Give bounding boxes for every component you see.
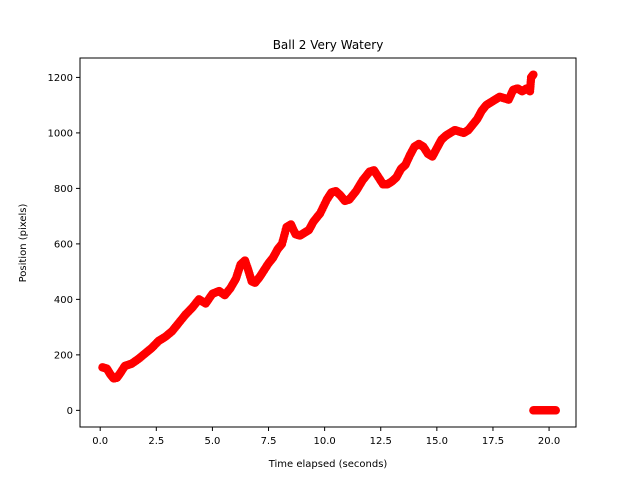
- y-axis: 0 200 400 600 800 1000 1200: [48, 73, 80, 417]
- y-axis-label: Position (pixels): [18, 204, 29, 283]
- x-tick-label: 2.5: [148, 436, 164, 447]
- x-tick-label: 5.0: [204, 436, 220, 447]
- chart-title: Ball 2 Very Watery: [273, 38, 384, 52]
- x-tick-label: 7.5: [261, 436, 277, 447]
- x-tick-label: 20.0: [538, 436, 560, 447]
- y-tick-label: 1200: [48, 73, 73, 84]
- y-tick-label: 400: [54, 295, 73, 306]
- x-axis: 0.0 2.5 5.0 7.5 10.0 12.5 15.0 17.5 20.0: [92, 427, 560, 447]
- y-tick-label: 0: [67, 406, 73, 417]
- x-tick-label: 10.0: [314, 436, 336, 447]
- x-axis-label: Time elapsed (seconds): [268, 459, 388, 470]
- y-tick-label: 200: [54, 350, 73, 361]
- scatter-marks: [98, 70, 560, 415]
- plot-frame: [79, 57, 577, 428]
- x-tick-label: 17.5: [482, 436, 504, 447]
- x-tick-label: 15.0: [426, 436, 448, 447]
- x-tick-label: 12.5: [370, 436, 392, 447]
- y-tick-label: 1000: [48, 128, 73, 139]
- data-point: [529, 70, 538, 79]
- x-tick-label: 0.0: [92, 436, 108, 447]
- data-point: [551, 406, 560, 415]
- y-tick-label: 600: [54, 239, 73, 250]
- y-tick-label: 800: [54, 184, 73, 195]
